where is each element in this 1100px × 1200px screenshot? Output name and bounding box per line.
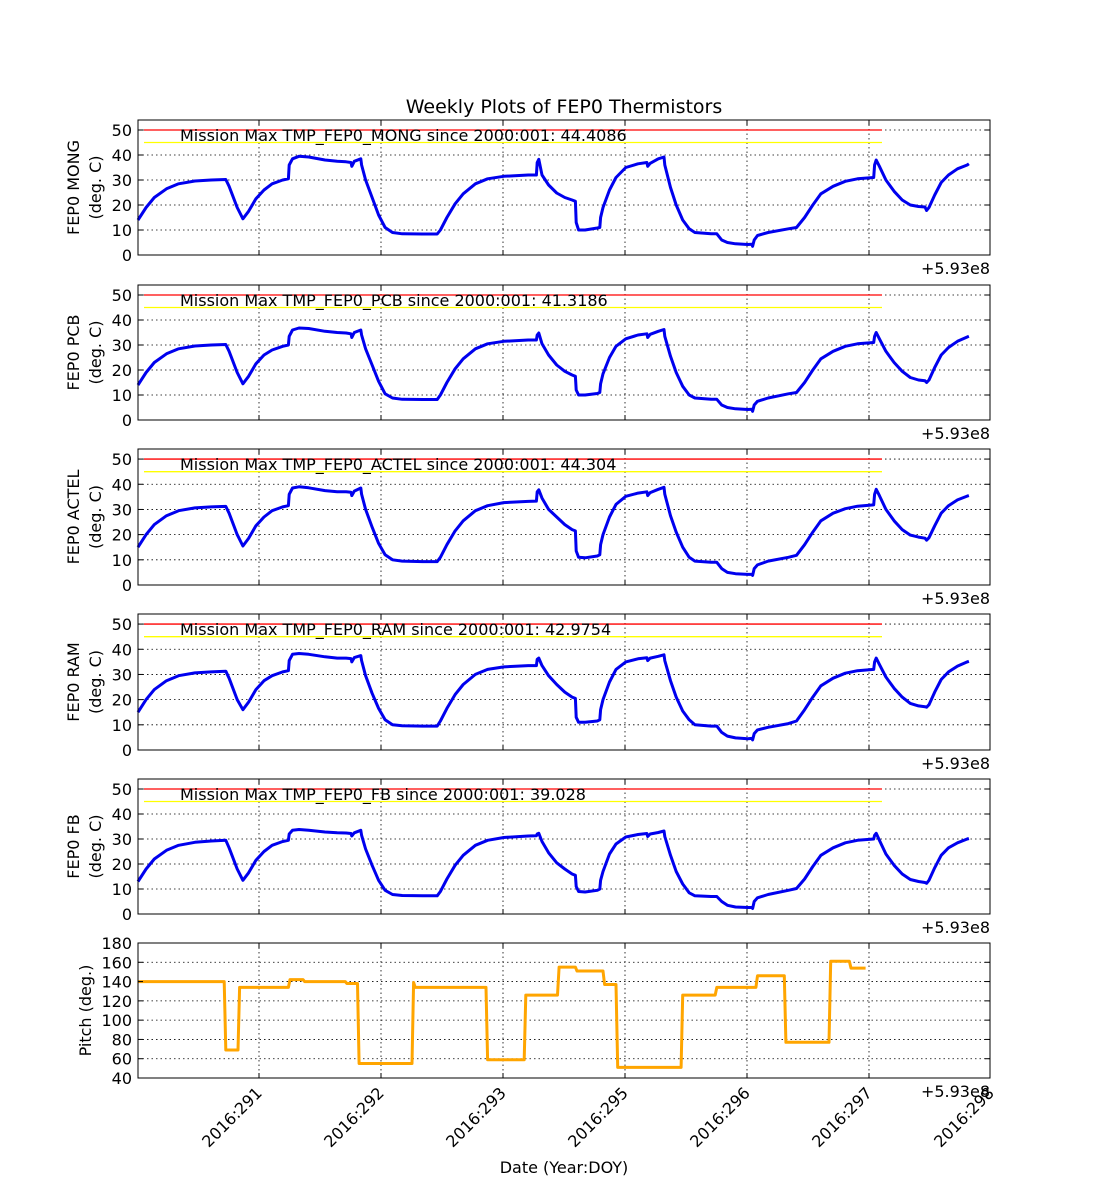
y-tick-label: 180 — [101, 934, 132, 953]
axes-frame — [137, 942, 991, 1079]
y-tick-label: 30 — [112, 336, 132, 355]
offset-label: +5.93e8 — [921, 918, 990, 937]
y-tick-label: 20 — [112, 855, 132, 874]
x-tick-label: 2016:297 — [808, 1083, 876, 1151]
y-tick-label: 40 — [112, 1069, 132, 1088]
y-tick-label: 0 — [122, 411, 132, 430]
y-axis-label: FEP0 MONG — [64, 140, 83, 235]
y-tick-label: 50 — [112, 286, 132, 305]
y-tick-label: 50 — [112, 450, 132, 469]
panel-2: 0 10 20 30 40 50 +5.93e8 Mission Max TMP_FEP0_P… — [64, 284, 991, 443]
mission-max-annotation: Mission Max TMP_FEP0_FB since 2000:001: … — [180, 785, 586, 805]
y-tick-label: 40 — [112, 311, 132, 330]
y-axis-label: FEP0 PCB — [64, 314, 83, 390]
y-axis-unit: (deg. C) — [86, 321, 105, 385]
series-line — [136, 485, 970, 577]
y-tick-label: 10 — [112, 221, 132, 240]
panel-1: 0 10 20 30 40 50 +5.93e8 Mission Max TMP_FEP0_M… — [64, 119, 991, 278]
y-tick-label: 140 — [101, 973, 132, 992]
y-tick-label: 10 — [112, 716, 132, 735]
offset-label: +5.93e8 — [921, 754, 990, 773]
x-axis: 2016:291 2016:292 2016:293 2016:295 2016:296… — [198, 1083, 998, 1151]
y-tick-label: 60 — [112, 1050, 132, 1069]
x-tick-label: 2016:296 — [686, 1083, 754, 1151]
y-tick-label: 0 — [122, 576, 132, 595]
series-line — [136, 326, 970, 413]
y-tick-label: 10 — [112, 551, 132, 570]
mission-max-annotation: Mission Max TMP_FEP0_MONG since 2000:001… — [180, 126, 627, 146]
panel-4: 0 10 20 30 40 50 +5.93e8 Mission Max TMP_FEP0_R… — [64, 613, 991, 773]
mission-max-annotation: Mission Max TMP_FEP0_PCB since 2000:001:… — [180, 291, 608, 311]
x-tick-label: 2016:292 — [320, 1083, 388, 1151]
y-tick-label: 20 — [112, 691, 132, 710]
offset-label: +5.93e8 — [921, 259, 990, 278]
y-tick-label: 50 — [112, 615, 132, 634]
axes-frame — [137, 778, 991, 915]
y-axis-label: FEP0 RAM — [64, 642, 83, 721]
y-tick-label: 0 — [122, 741, 132, 760]
offset-label: +5.93e8 — [921, 424, 990, 443]
y-axis-label: FEP0 ACTEL — [64, 469, 83, 564]
y-tick-label: 40 — [112, 146, 132, 165]
series-line — [136, 652, 970, 742]
y-tick-label: 40 — [112, 805, 132, 824]
y-tick-label: 100 — [101, 1011, 132, 1030]
y-tick-label: 120 — [101, 992, 132, 1011]
y-axis-label: Pitch (deg.) — [76, 965, 95, 1057]
series-line — [136, 828, 970, 910]
y-tick-label: 20 — [112, 361, 132, 380]
y-tick-label: 30 — [112, 830, 132, 849]
axes-frame — [137, 284, 991, 421]
y-tick-label: 0 — [122, 905, 132, 924]
y-tick-label: 30 — [112, 665, 132, 684]
y-axis-unit: (deg. C) — [86, 485, 105, 549]
figure-title: Weekly Plots of FEP0 Thermistors — [406, 96, 723, 118]
mission-max-annotation: Mission Max TMP_FEP0_RAM since 2000:001:… — [180, 620, 611, 640]
panel-3: 0 10 20 30 40 50 +5.93e8 Mission Max TMP_FEP0_A… — [64, 448, 991, 608]
y-tick-label: 10 — [112, 880, 132, 899]
axes-frame — [137, 613, 991, 751]
offset-label: +5.93e8 — [921, 589, 990, 608]
panel-5: 0 10 20 30 40 50 +5.93e8 Mission Max TMP_FEP0_F… — [64, 778, 991, 937]
panels-group: 0 10 20 30 40 50 +5.93e8 Mission Max TMP_FEP0_M… — [64, 119, 991, 1101]
y-tick-label: 20 — [112, 526, 132, 545]
x-tick-label: 2016:295 — [564, 1083, 632, 1151]
series-line — [136, 154, 970, 248]
x-axis-label: Date (Year:DOY) — [500, 1158, 629, 1177]
y-tick-label: 30 — [112, 171, 132, 190]
y-tick-label: 40 — [112, 475, 132, 494]
y-tick-label: 40 — [112, 640, 132, 659]
y-axis-label: FEP0 FB — [64, 814, 83, 878]
y-tick-label: 20 — [112, 196, 132, 215]
axes-frame — [137, 448, 991, 586]
y-tick-label: 160 — [101, 953, 132, 972]
series-line — [138, 959, 866, 1069]
y-tick-label: 10 — [112, 386, 132, 405]
y-tick-label: 50 — [112, 780, 132, 799]
y-axis-unit: (deg. C) — [86, 815, 105, 879]
offset-label: +5.93e8 — [921, 1082, 990, 1101]
y-axis-unit: (deg. C) — [86, 650, 105, 714]
y-tick-label: 80 — [112, 1030, 132, 1049]
y-tick-label: 0 — [122, 246, 132, 265]
x-tick-label: 2016:293 — [442, 1083, 510, 1151]
mission-max-annotation: Mission Max TMP_FEP0_ACTEL since 2000:00… — [180, 455, 616, 475]
x-tick-label: 2016:291 — [198, 1083, 266, 1151]
axes-frame — [137, 119, 991, 256]
plot-area — [138, 943, 990, 1078]
y-axis-unit: (deg. C) — [86, 156, 105, 220]
y-tick-label: 50 — [112, 121, 132, 140]
y-tick-label: 30 — [112, 500, 132, 519]
